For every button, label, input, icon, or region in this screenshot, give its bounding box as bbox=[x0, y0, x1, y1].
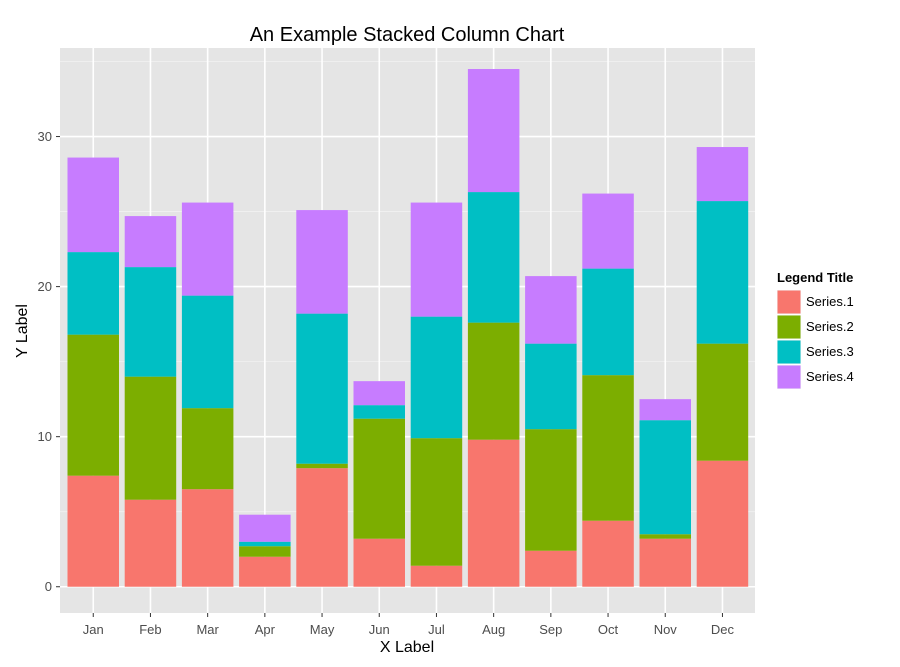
legend-label: Series.2 bbox=[806, 319, 854, 334]
bar-segment bbox=[582, 268, 634, 376]
x-tick-label: Aug bbox=[482, 622, 505, 637]
legend-swatch bbox=[777, 315, 801, 339]
bar-segment bbox=[410, 202, 463, 317]
legend-swatch bbox=[777, 290, 801, 314]
bar-segment bbox=[467, 192, 520, 323]
bar-segment bbox=[353, 418, 405, 539]
y-axis-title: Y Label bbox=[14, 304, 31, 358]
bar-segment bbox=[582, 193, 634, 269]
bar-segment bbox=[696, 201, 749, 344]
bar-segment bbox=[181, 408, 234, 490]
bar-segment bbox=[67, 334, 119, 476]
y-tick-label: 20 bbox=[38, 279, 52, 294]
x-tick-label: Jul bbox=[428, 622, 445, 637]
legend-title: Legend Title bbox=[777, 270, 853, 285]
x-tick-label: Jan bbox=[83, 622, 104, 637]
legend-label: Series.3 bbox=[806, 344, 854, 359]
x-tick-label: Oct bbox=[598, 622, 619, 637]
x-axis: Jan Feb Mar Apr May Jun Jul Aug Sep Oct Nov Dec bbox=[83, 613, 735, 637]
bar-segment bbox=[239, 514, 291, 542]
bar-segment bbox=[410, 565, 463, 587]
bar-segment bbox=[239, 546, 291, 557]
bar-segment bbox=[353, 538, 405, 587]
bar-segment bbox=[582, 520, 634, 587]
bar-segment bbox=[410, 438, 463, 566]
bar-segment bbox=[696, 343, 749, 461]
bar-segment bbox=[696, 147, 749, 202]
legend-swatch bbox=[777, 340, 801, 364]
bar-segment bbox=[353, 381, 405, 406]
legend: Legend Title Series.1 Series.2 Series.3 Ser… bbox=[777, 270, 854, 389]
x-tick-label: Mar bbox=[196, 622, 219, 637]
x-tick-label: Nov bbox=[654, 622, 678, 637]
bar-segment bbox=[181, 202, 234, 296]
bar-segment bbox=[467, 439, 520, 587]
bar-segment bbox=[525, 429, 577, 551]
legend-label: Series.4 bbox=[806, 369, 854, 384]
y-axis: 0 10 20 30 bbox=[38, 129, 60, 594]
bar-segment bbox=[124, 376, 177, 500]
y-tick-label: 0 bbox=[45, 579, 52, 594]
bar-segment bbox=[67, 252, 119, 335]
bar-segment bbox=[639, 534, 691, 539]
chart-title: An Example Stacked Column Chart bbox=[250, 24, 565, 46]
bar-segment bbox=[296, 313, 348, 464]
bar-segment bbox=[525, 550, 577, 587]
bar-segment bbox=[181, 295, 234, 409]
x-tick-label: Jun bbox=[369, 622, 390, 637]
y-tick-label: 10 bbox=[38, 429, 52, 444]
x-tick-label: Feb bbox=[139, 622, 161, 637]
legend-swatch bbox=[777, 365, 801, 389]
bar-segment bbox=[696, 460, 749, 587]
legend-label: Series.1 bbox=[806, 294, 854, 309]
bar-segment bbox=[467, 322, 520, 440]
bar-segment bbox=[639, 399, 691, 421]
bar-segment bbox=[124, 216, 177, 268]
bar-segment bbox=[181, 489, 234, 587]
bar-segment bbox=[296, 210, 348, 314]
x-tick-label: Sep bbox=[539, 622, 562, 637]
x-tick-label: Dec bbox=[711, 622, 735, 637]
y-tick-label: 30 bbox=[38, 129, 52, 144]
bar-segment bbox=[525, 343, 577, 430]
bar-segment bbox=[239, 556, 291, 587]
bar-segment bbox=[582, 375, 634, 521]
bar-segment bbox=[639, 420, 691, 535]
bar-segment bbox=[296, 468, 348, 587]
bar-segment bbox=[467, 69, 520, 193]
bar-segment bbox=[410, 316, 463, 439]
bar-segment bbox=[124, 267, 177, 377]
x-axis-title: X Label bbox=[380, 639, 434, 656]
x-tick-label: Apr bbox=[255, 622, 276, 637]
bar-segment bbox=[353, 405, 405, 419]
bar-segment bbox=[525, 276, 577, 344]
bars bbox=[67, 69, 749, 587]
bar-segment bbox=[239, 541, 291, 547]
bar-segment bbox=[124, 499, 177, 587]
x-tick-label: May bbox=[310, 622, 335, 637]
bar-segment bbox=[296, 463, 348, 469]
bar-segment bbox=[67, 157, 119, 253]
bar-segment bbox=[639, 538, 691, 587]
bar-segment bbox=[67, 475, 119, 587]
